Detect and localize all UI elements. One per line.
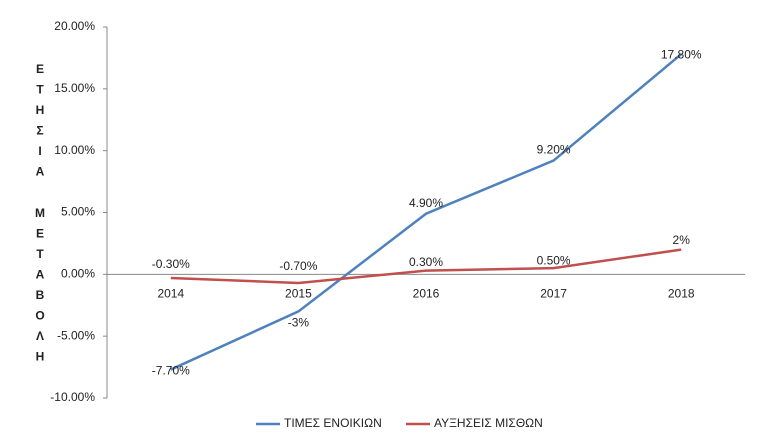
x-tick-label: 2016 (413, 287, 440, 301)
x-tick-label: 2014 (157, 287, 184, 301)
legend-label: ΤΙΜΕΣ ΕΝΟΙΚΙΩΝ (284, 416, 382, 430)
data-label: 0.50% (537, 253, 571, 267)
y-tick-label: 20.00% (54, 19, 95, 33)
series-line (170, 53, 683, 371)
data-label: 9.20% (537, 143, 571, 157)
y-tick-label: 10.00% (54, 143, 95, 157)
data-label: 0.30% (409, 255, 443, 269)
data-label: -7.70% (152, 364, 190, 378)
data-label: 2% (673, 233, 691, 247)
y-tick-label: 5.00% (61, 205, 95, 219)
x-tick-label: 2015 (285, 287, 312, 301)
legend-label: ΑΥΞΗΣΕΙΣ ΜΙΣΘΩΝ (434, 416, 543, 430)
y-tick-label: 15.00% (54, 81, 95, 95)
data-label: 17.80% (661, 47, 702, 61)
y-tick-label: 0.00% (61, 267, 95, 281)
data-label: 4.90% (409, 196, 443, 210)
data-label: -3% (288, 316, 310, 330)
series-line (170, 248, 682, 285)
x-tick-label: 2018 (668, 287, 695, 301)
data-label: -0.70% (279, 259, 317, 273)
data-label: -0.30% (152, 257, 190, 271)
y-tick-label: -5.00% (57, 328, 95, 342)
x-tick-label: 2017 (540, 287, 567, 301)
y-tick-label: -10.00% (50, 390, 95, 404)
